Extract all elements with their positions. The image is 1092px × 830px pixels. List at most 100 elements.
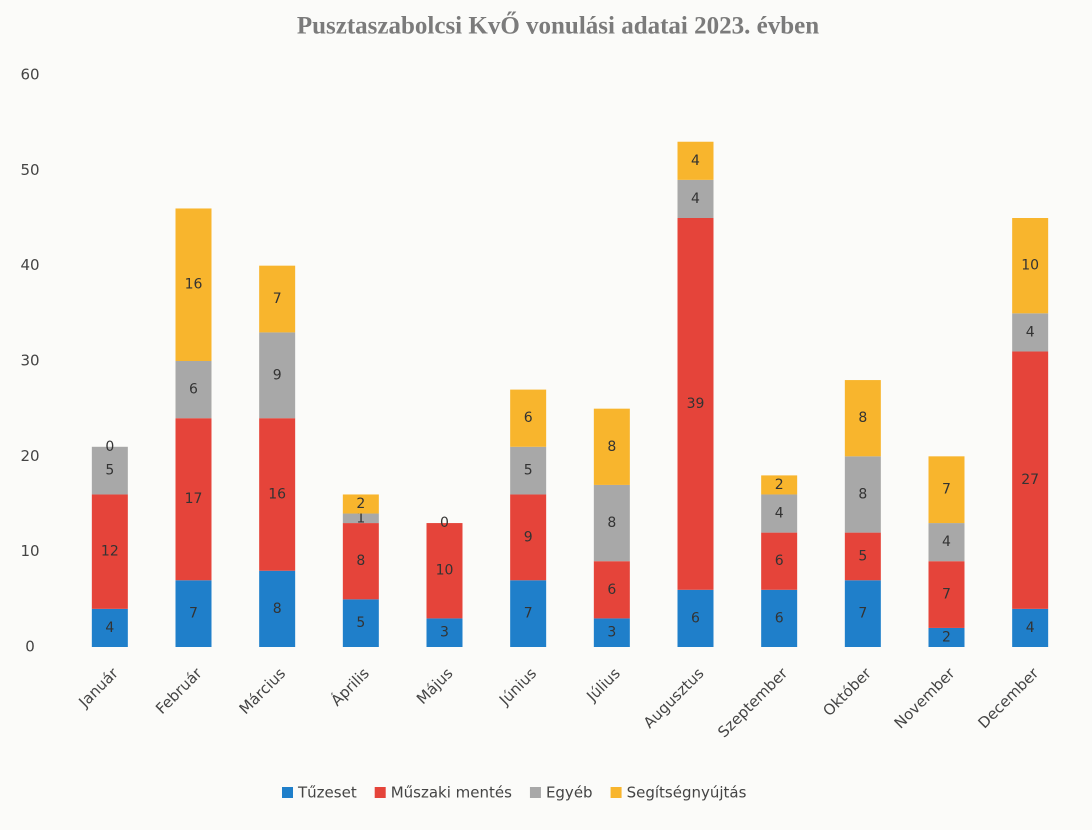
value-label: 4 xyxy=(942,534,951,550)
value-label: 9 xyxy=(524,529,533,545)
x-tick-label: Április xyxy=(327,663,373,709)
bar-segment xyxy=(844,580,881,647)
bar-segment xyxy=(1012,351,1049,609)
value-label: 6 xyxy=(607,582,616,598)
y-tick-label: 0 xyxy=(25,638,35,656)
bar-segment xyxy=(844,532,881,581)
bar-segment xyxy=(677,141,714,180)
y-tick-label: 10 xyxy=(20,542,39,560)
bar-segment xyxy=(175,580,212,647)
bar-segment xyxy=(593,484,630,562)
value-label: 16 xyxy=(185,277,203,293)
x-tick-label: Október xyxy=(819,664,875,720)
value-label: 5 xyxy=(524,463,533,479)
x-tick-label: Szeptember xyxy=(714,664,792,742)
bar-segment xyxy=(342,599,379,647)
y-tick-label: 60 xyxy=(20,66,39,84)
bar-segment xyxy=(928,627,965,647)
value-label: 6 xyxy=(524,410,533,426)
chart-title: Pusztaszabolcsi KvŐ vonulási adatai 2023… xyxy=(297,11,819,40)
x-tick-label: Január xyxy=(74,664,122,712)
value-label: 10 xyxy=(1021,258,1039,274)
bar-segment xyxy=(593,408,630,485)
bar-segment xyxy=(175,418,212,581)
bar-segment xyxy=(91,494,128,609)
bar-segment xyxy=(175,361,212,419)
bar-segment xyxy=(342,494,379,514)
value-label: 12 xyxy=(101,544,119,560)
bar-segment xyxy=(510,389,547,447)
legend-label: Segítségnyújtás xyxy=(627,784,747,802)
bar-segment xyxy=(510,446,547,495)
value-label: 0 xyxy=(440,515,449,531)
value-label: 8 xyxy=(607,515,616,531)
y-tick-label: 50 xyxy=(20,161,39,179)
legend-label: Tűzeset xyxy=(297,784,357,802)
bar-segment xyxy=(342,513,379,524)
value-label: 2 xyxy=(775,477,784,493)
bar-segment xyxy=(91,446,128,495)
value-label: 8 xyxy=(607,439,616,455)
value-label: 39 xyxy=(687,396,705,412)
bar-segment xyxy=(1012,608,1049,647)
value-label: 7 xyxy=(524,606,533,622)
legend-swatch xyxy=(282,787,293,798)
bar-segment xyxy=(677,218,714,590)
value-label: 1 xyxy=(356,510,365,526)
x-tick-label: Március xyxy=(236,664,290,718)
bar-segment xyxy=(761,494,798,533)
value-label: 2 xyxy=(942,629,951,645)
bar-segment xyxy=(761,475,798,495)
legend-label: Műszaki mentés xyxy=(391,784,512,802)
bar-segment xyxy=(928,561,965,628)
bar-segment xyxy=(1012,218,1049,314)
bar-segment xyxy=(175,208,212,361)
x-tick-label: Május xyxy=(413,664,457,708)
value-label: 2 xyxy=(356,496,365,512)
bar-segment xyxy=(91,608,128,647)
y-tick-label: 20 xyxy=(20,447,39,465)
legend-swatch xyxy=(374,787,386,798)
value-label: 6 xyxy=(775,610,784,626)
legend-swatch xyxy=(529,787,541,798)
value-label: 16 xyxy=(268,486,286,502)
bar-segment xyxy=(761,589,798,647)
value-label: 5 xyxy=(858,548,867,564)
value-label: 4 xyxy=(691,153,700,169)
value-label: 4 xyxy=(1026,620,1035,636)
value-label: 8 xyxy=(858,410,867,426)
bar-segment xyxy=(761,532,798,590)
bar-segment xyxy=(259,265,296,333)
bar-segment xyxy=(593,618,630,647)
bar-segment xyxy=(342,523,379,600)
value-label: 3 xyxy=(607,625,616,641)
x-tick-label: Február xyxy=(152,664,206,718)
x-tick-label: November xyxy=(891,664,959,732)
value-label: 4 xyxy=(105,620,114,636)
value-label: 6 xyxy=(775,553,784,569)
x-tick-label: Augusztus xyxy=(640,664,708,732)
bar-segment xyxy=(510,580,547,647)
bar-segment xyxy=(844,380,881,457)
bar-segment xyxy=(928,456,965,524)
value-label: 6 xyxy=(189,382,198,398)
bar-segment xyxy=(677,589,714,647)
y-tick-label: 40 xyxy=(20,256,39,274)
value-label: 6 xyxy=(691,610,700,626)
value-label: 5 xyxy=(105,463,114,479)
value-label: 9 xyxy=(273,367,282,383)
x-tick-label: December xyxy=(974,664,1042,732)
bar-segment xyxy=(928,523,965,562)
value-label: 0 xyxy=(105,439,114,455)
bar-segment xyxy=(677,179,714,218)
bar-segment xyxy=(510,494,547,581)
value-label: 8 xyxy=(858,486,867,502)
value-label: 7 xyxy=(942,482,951,498)
x-tick-label: Július xyxy=(582,664,624,706)
y-tick-label: 30 xyxy=(20,352,39,370)
value-label: 7 xyxy=(189,606,198,622)
value-label: 4 xyxy=(691,191,700,207)
value-label: 7 xyxy=(858,606,867,622)
